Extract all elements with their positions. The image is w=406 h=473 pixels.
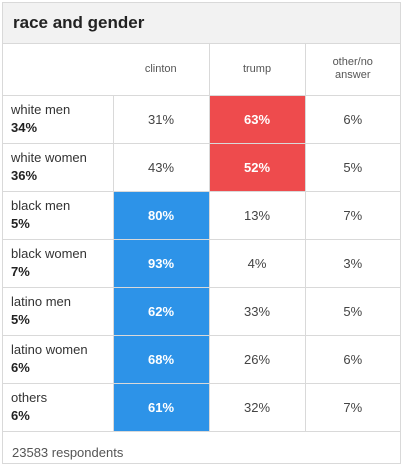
cell-other: 5% — [304, 286, 400, 335]
card-title: race and gender — [3, 3, 400, 44]
cell-trump: 32% — [208, 382, 305, 431]
column-header-trump: trump — [208, 44, 305, 96]
table-row: white women 36% 43% 52% 5% — [3, 142, 400, 191]
group-share: 34% — [11, 120, 38, 135]
group-label: others 6% — [3, 382, 113, 431]
cell-trump: 13% — [208, 190, 305, 239]
header-corner — [3, 44, 113, 96]
column-header-clinton: clinton — [113, 44, 209, 96]
cell-trump: 52% — [208, 142, 305, 191]
group-name: white women — [11, 150, 87, 165]
cell-trump: 26% — [208, 334, 305, 383]
cell-other: 7% — [304, 382, 400, 431]
table-row: latino women 6% 68% 26% 6% — [3, 334, 400, 383]
cell-clinton: 93% — [112, 238, 209, 287]
exit-poll-card: race and gender clinton trump other/no an… — [2, 2, 401, 464]
cell-other: 6% — [304, 94, 400, 143]
group-label: black women 7% — [3, 238, 113, 287]
group-label: white women 36% — [3, 142, 113, 191]
group-name: latino women — [11, 342, 88, 357]
group-share: 6% — [11, 408, 30, 424]
group-name: black women — [11, 246, 87, 261]
group-share: 7% — [11, 264, 30, 279]
respondents-footer: 23583 respondents — [3, 431, 400, 473]
cell-trump: 63% — [208, 94, 305, 143]
cell-trump: 33% — [208, 286, 305, 335]
table-row: others 6% 61% 32% 7% — [3, 382, 400, 431]
table-body: white men 34% 31% 63% 6% white women 36% 43% 52%… — [3, 94, 400, 431]
cell-clinton: 31% — [112, 94, 209, 143]
group-name: white men — [11, 102, 71, 117]
group-label: latino men 5% — [3, 286, 113, 335]
group-name: black men — [11, 198, 71, 213]
group-name: others — [11, 390, 48, 406]
table-row: black men 5% 80% 13% 7% — [3, 190, 400, 239]
cell-clinton: 80% — [112, 190, 209, 239]
cell-other: 7% — [304, 190, 400, 239]
cell-clinton: 43% — [112, 142, 209, 191]
table-row: black women 7% 93% 4% 3% — [3, 238, 400, 287]
table-row: latino men 5% 62% 33% 5% — [3, 286, 400, 335]
cell-other: 3% — [304, 238, 400, 287]
cell-other: 6% — [304, 334, 400, 383]
results-table: clinton trump other/no answer white men 34… — [3, 44, 400, 431]
cell-clinton: 68% — [112, 334, 209, 383]
table-row: white men 34% 31% 63% 6% — [3, 94, 400, 143]
cell-clinton: 61% — [112, 382, 209, 431]
column-header-other: other/no answer — [304, 44, 400, 96]
group-share: 36% — [11, 168, 38, 183]
group-label: latino women 6% — [3, 334, 113, 383]
cell-other: 5% — [304, 142, 400, 191]
group-name: latino men — [11, 294, 71, 309]
group-label: black men 5% — [3, 190, 113, 239]
group-label: white men 34% — [3, 94, 113, 143]
cell-clinton: 62% — [112, 286, 209, 335]
header-row: clinton trump other/no answer — [3, 44, 400, 96]
group-share: 5% — [11, 312, 30, 327]
group-share: 6% — [11, 360, 30, 375]
cell-trump: 4% — [208, 238, 305, 287]
group-share: 5% — [11, 216, 30, 231]
